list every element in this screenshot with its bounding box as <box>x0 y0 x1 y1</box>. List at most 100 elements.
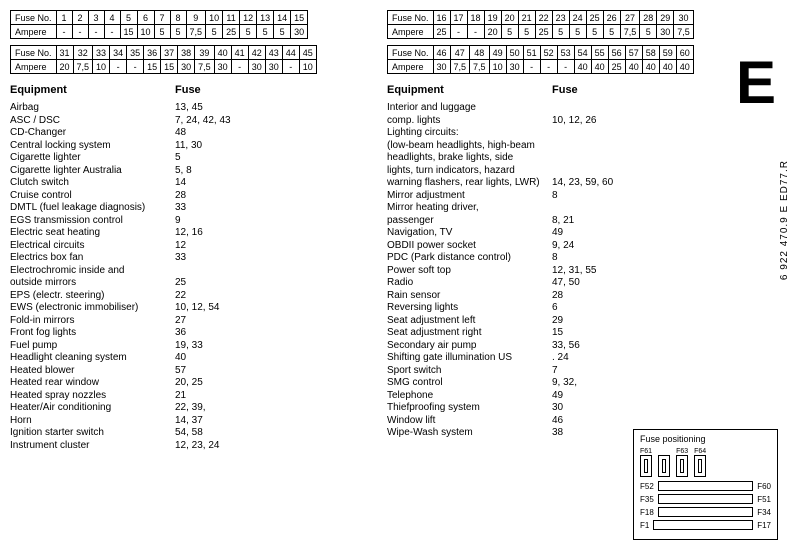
section-letter: E <box>736 48 776 117</box>
fuse-amp-cell: 40 <box>659 60 676 74</box>
equipment-fuse: 33, 56 <box>552 340 744 353</box>
fuse-amp-cell: 25 <box>535 25 552 39</box>
fuse-num-cell: 12 <box>240 11 257 25</box>
fusepos-slot: F64 <box>694 448 706 477</box>
right-column: Fuse No.161718192021222324252627282930Am… <box>387 10 744 452</box>
fusepos-rows: F52F60F35F51F18F34F1F17 <box>640 481 771 530</box>
fuse-amp-cell: 10 <box>137 25 154 39</box>
equipment-fuse: 21 <box>175 390 367 403</box>
fuse-num-cell: 31 <box>56 46 73 60</box>
fuse-amp-cell: 40 <box>676 60 693 74</box>
fuse-num-cell: 60 <box>676 46 693 60</box>
fuse-num-cell: 40 <box>214 46 231 60</box>
equipment-name: Heated blower <box>10 365 175 378</box>
fuse-num-cell: 11 <box>223 11 240 25</box>
equipment-row: Shifting gate illumination US. 24 <box>387 352 744 365</box>
fusepos-slot <box>658 455 670 477</box>
equipment-fuse: 7, 24, 42, 43 <box>175 115 367 128</box>
equipment-name: SMG control <box>387 377 552 390</box>
equipment-name: Reversing lights <box>387 302 552 315</box>
fuse-num-cell: 29 <box>657 11 674 25</box>
label-ampere: Ampere <box>388 25 434 39</box>
fuse-num-cell: 38 <box>178 46 195 60</box>
fusepos-slot-label: F63 <box>676 448 688 455</box>
fuse-num-cell: 24 <box>569 11 586 25</box>
fuse-num-cell: 46 <box>433 46 450 60</box>
fuse-num-cell: 6 <box>137 11 154 25</box>
equipment-row: Telephone49 <box>387 390 744 403</box>
equipment-fuse <box>552 102 744 115</box>
fuse-amp-cell: 25 <box>223 25 240 39</box>
fuse-amp-cell: 30 <box>265 60 282 74</box>
fuse-num-cell: 47 <box>450 46 470 60</box>
fuse-num-cell: 19 <box>484 11 501 25</box>
fuse-amp-cell: 40 <box>574 60 591 74</box>
fuse-num-cell: 13 <box>257 11 274 25</box>
equipment-name: EWS (electronic immobiliser) <box>10 302 175 315</box>
equipment-name: PDC (Park distance control) <box>387 252 552 265</box>
fusepos-row: F1F17 <box>640 520 771 530</box>
equip-header: EquipmentFuse <box>10 84 367 96</box>
fuse-num-cell: 56 <box>608 46 625 60</box>
equipment-fuse: 19, 33 <box>175 340 367 353</box>
fusepos-slot-label: F61 <box>640 448 652 455</box>
equipment-row: Rain sensor28 <box>387 290 744 303</box>
fuse-table-4: Fuse No.464748495051525354555657585960Am… <box>387 45 694 74</box>
fuse-num-cell: 37 <box>161 46 178 60</box>
fusepos-row-left: F18 <box>640 508 654 517</box>
fusepos-row-bar <box>653 520 753 530</box>
equipment-row: Reversing lights6 <box>387 302 744 315</box>
equipment-row: lights, turn indicators, hazard <box>387 165 744 178</box>
fuse-num-cell: 5 <box>120 11 137 25</box>
equipment-name: (low-beam headlights, high-beam <box>387 140 552 153</box>
equipment-row: EWS (electronic immobiliser)10, 12, 54 <box>10 302 367 315</box>
equipment-fuse: 29 <box>552 315 744 328</box>
equipment-fuse: 8 <box>552 190 744 203</box>
label-fuse: Fuse <box>552 84 578 96</box>
fuse-amp-cell: 15 <box>161 60 178 74</box>
equipment-name: Central locking system <box>10 140 175 153</box>
fuse-num-cell: 45 <box>299 46 316 60</box>
fusepos-slot: F61 <box>640 448 652 477</box>
fuse-amp-cell: - <box>231 60 248 74</box>
equipment-fuse: 10, 12, 26 <box>552 115 744 128</box>
equipment-name: Horn <box>10 415 175 428</box>
fuse-amp-cell: - <box>557 60 574 74</box>
fuse-amp-cell: 20 <box>56 60 73 74</box>
fusepos-slot-label: F64 <box>694 448 706 455</box>
equipment-fuse: 12, 16 <box>175 227 367 240</box>
equipment-name: Seat adjustment left <box>387 315 552 328</box>
equipment-row: Ignition starter switch54, 58 <box>10 427 367 440</box>
equipment-row: SMG control9, 32, <box>387 377 744 390</box>
equipment-name: Electrics box fan <box>10 252 175 265</box>
equipment-row: passenger8, 21 <box>387 215 744 228</box>
equipment-fuse <box>552 165 744 178</box>
fuse-num-cell: 44 <box>282 46 299 60</box>
label-fuse: Fuse <box>175 84 201 96</box>
fuse-amp-cell: 7,5 <box>73 60 93 74</box>
equipment-row: PDC (Park distance control)8 <box>387 252 744 265</box>
equipment-fuse: 14 <box>175 177 367 190</box>
equipment-name: Interior and luggage <box>387 102 552 115</box>
equipment-row: DMTL (fuel leakage diagnosis)33 <box>10 202 367 215</box>
fusepos-row: F35F51 <box>640 494 771 504</box>
fuse-num-cell: 15 <box>291 11 308 25</box>
equipment-row: Instrument cluster12, 23, 24 <box>10 440 367 453</box>
equipment-fuse: 22 <box>175 290 367 303</box>
equipment-fuse: 57 <box>175 365 367 378</box>
equipment-row: Power soft top12, 31, 55 <box>387 265 744 278</box>
equipment-fuse: 36 <box>175 327 367 340</box>
label-fuse-no: Fuse No. <box>388 46 434 60</box>
label-equipment: Equipment <box>387 84 552 96</box>
equipment-row: CD-Changer48 <box>10 127 367 140</box>
equipment-fuse: 48 <box>175 127 367 140</box>
equipment-row: Radio47, 50 <box>387 277 744 290</box>
equipment-row: Heated rear window20, 25 <box>10 377 367 390</box>
equipment-name: Sport switch <box>387 365 552 378</box>
fusepos-row-left: F52 <box>640 482 654 491</box>
fuse-num-cell: 14 <box>274 11 291 25</box>
label-fuse-no: Fuse No. <box>11 11 57 25</box>
fuse-amp-cell: - <box>110 60 127 74</box>
equipment-row: Electric seat heating12, 16 <box>10 227 367 240</box>
fuse-num-cell: 10 <box>206 11 223 25</box>
